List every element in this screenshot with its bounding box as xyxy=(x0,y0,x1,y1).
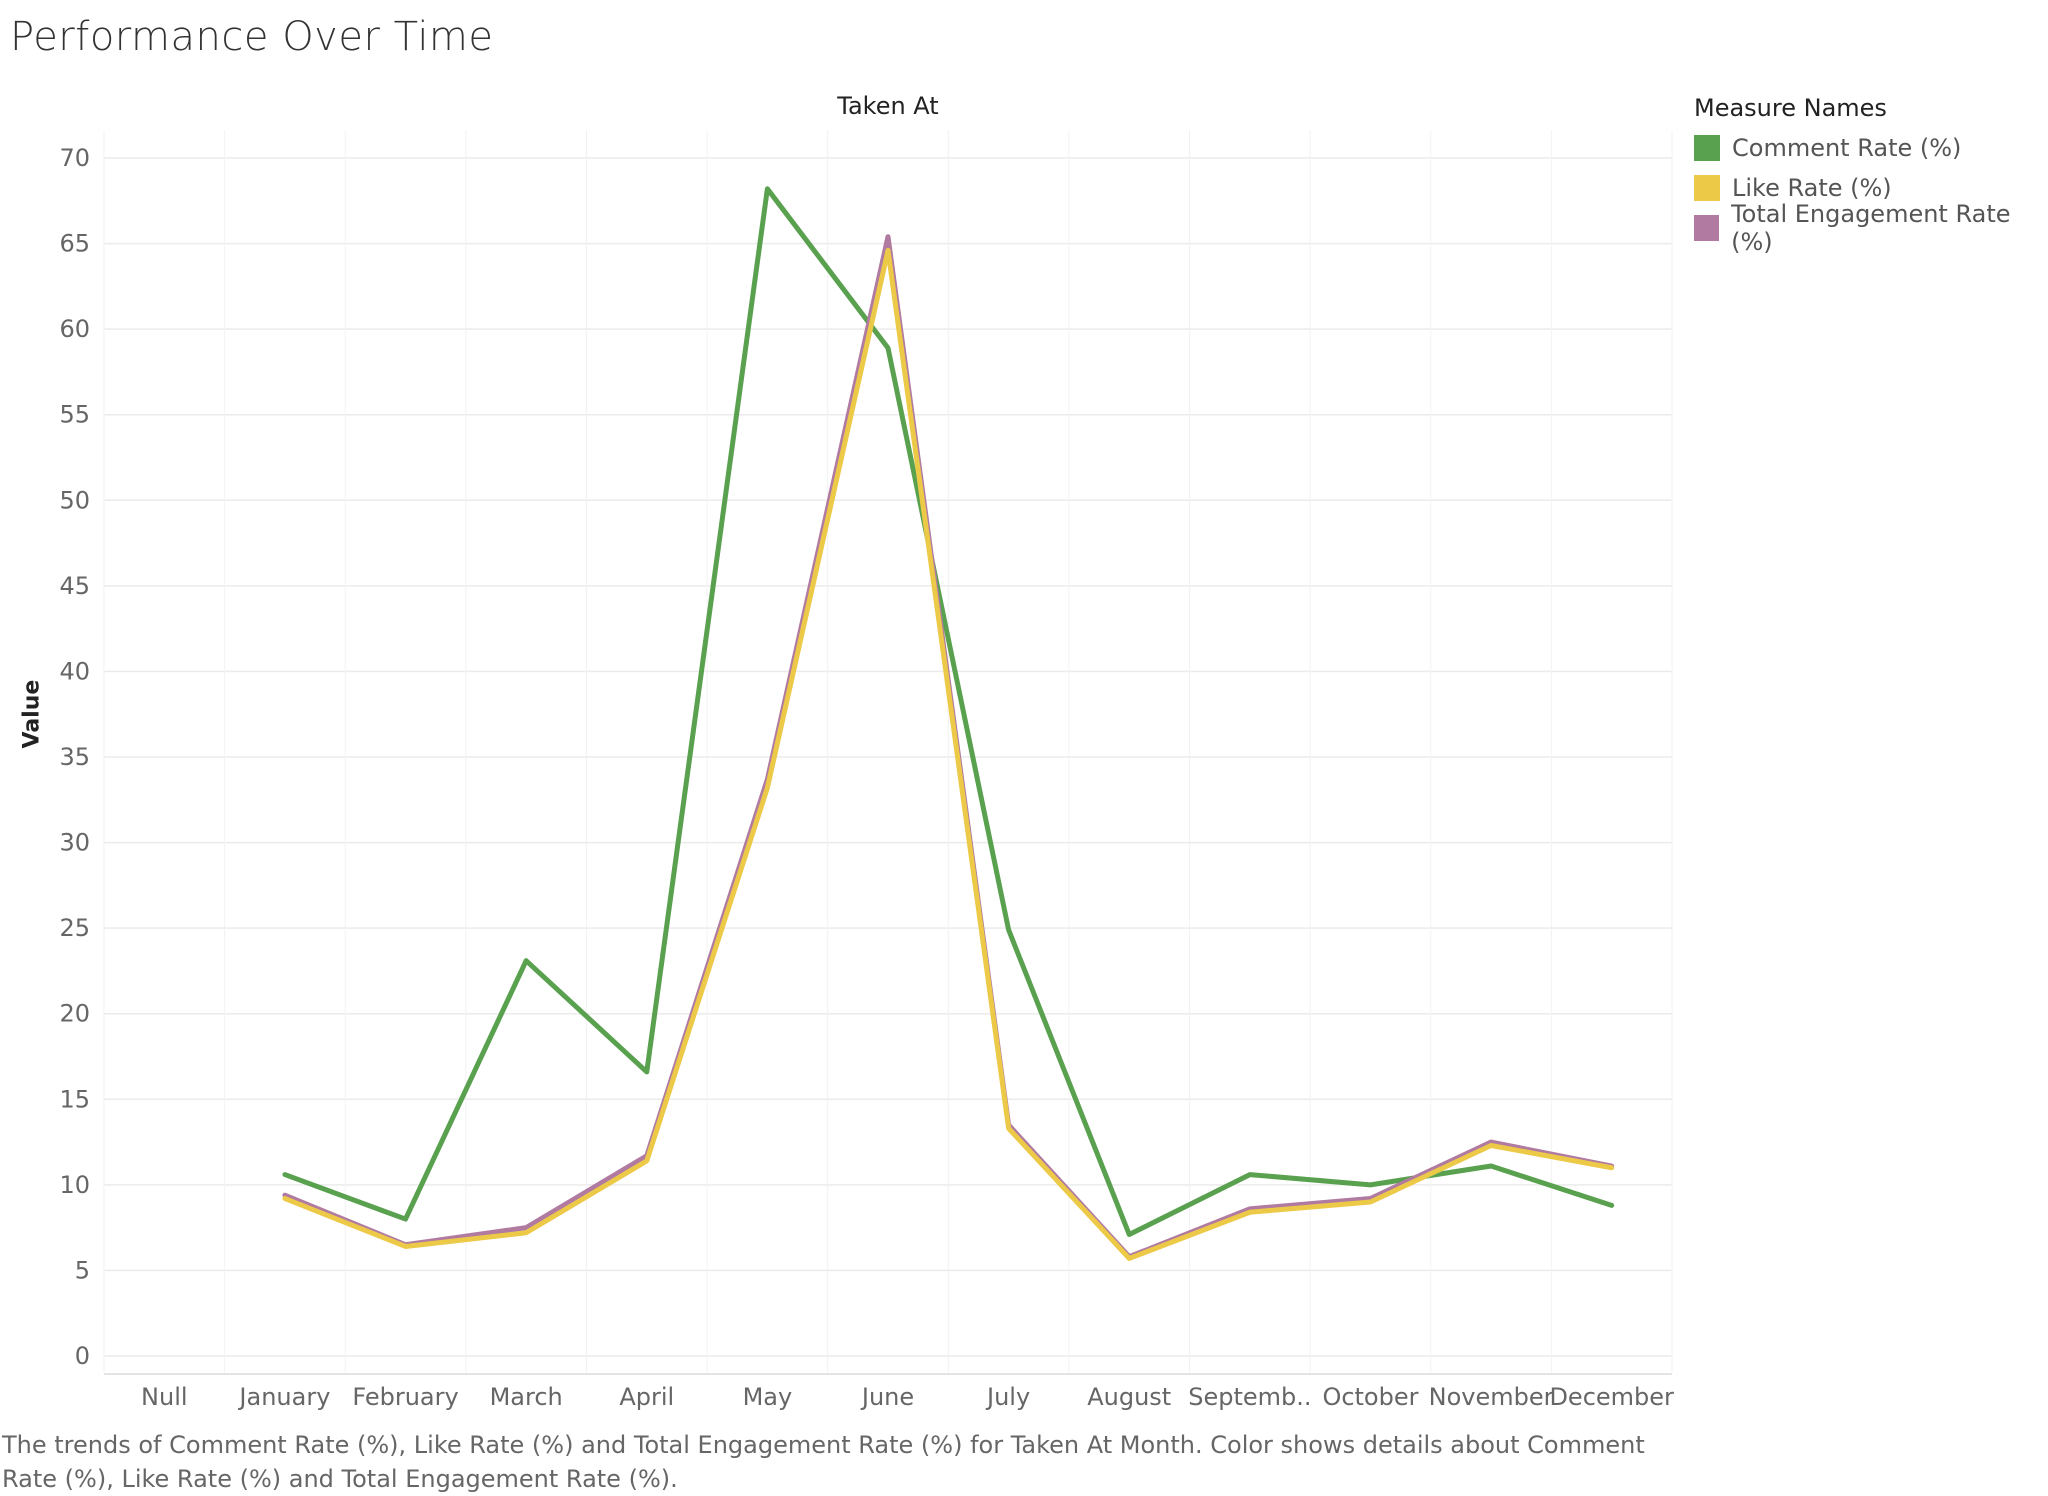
legend-title: Measure Names xyxy=(1694,94,1887,122)
y-tick-label: 20 xyxy=(59,1000,90,1028)
y-tick-label: 40 xyxy=(59,657,90,685)
x-tick-label: October xyxy=(1322,1383,1418,1411)
series-line-like-rate[interactable] xyxy=(282,247,1615,1261)
legend-item-comment-rate[interactable]: Comment Rate (%) xyxy=(1694,128,2048,168)
legend-swatch xyxy=(1694,175,1720,201)
y-tick-label: 50 xyxy=(59,486,90,514)
y-tick-label: 60 xyxy=(59,315,90,343)
x-tick-label: January xyxy=(237,1383,330,1411)
y-tick-label: 15 xyxy=(59,1085,90,1113)
legend-item-total-engagement-rate[interactable]: Total Engagement Rate (%) xyxy=(1694,200,2048,256)
legend: Measure Names Comment Rate (%) Like Rate… xyxy=(1694,94,2048,256)
legend-label: Comment Rate (%) xyxy=(1732,134,1962,162)
x-tick-label: December xyxy=(1549,1383,1674,1411)
x-tick-label: Null xyxy=(141,1383,188,1411)
y-tick-label: 65 xyxy=(59,230,90,258)
y-tick-label: 45 xyxy=(59,572,90,600)
x-axis-ticks: Null January February March April May June July… xyxy=(141,1383,1674,1411)
x-tick-label: Septemb.. xyxy=(1188,1383,1311,1411)
x-tick-label: May xyxy=(743,1383,793,1411)
x-tick-label: February xyxy=(352,1383,458,1411)
chart-title: Performance Over Time xyxy=(10,14,494,60)
legend-item-like-rate[interactable]: Like Rate (%) xyxy=(1694,168,2048,208)
x-tick-label: July xyxy=(985,1383,1030,1411)
legend-label: Like Rate (%) xyxy=(1732,174,1892,202)
x-tick-label: August xyxy=(1087,1383,1171,1411)
column-header: Taken At xyxy=(837,92,939,120)
legend-swatch xyxy=(1694,135,1720,161)
y-tick-label: 30 xyxy=(59,829,90,857)
series-lines xyxy=(282,186,1615,1261)
y-tick-label: 55 xyxy=(59,401,90,429)
x-tick-label: June xyxy=(860,1383,914,1411)
y-tick-label: 70 xyxy=(59,144,90,172)
y-tick-label: 35 xyxy=(59,743,90,771)
y-tick-label: 10 xyxy=(59,1171,90,1199)
gridlines xyxy=(103,130,1673,1375)
y-tick-label: 0 xyxy=(75,1342,90,1370)
legend-label: Total Engagement Rate (%) xyxy=(1731,200,2011,256)
line-chart: 0 5 10 15 20 25 30 35 40 45 50 55 60 65 70 Null January… xyxy=(59,130,1674,1411)
series-line-comment-rate[interactable] xyxy=(282,186,1615,1237)
chart-caption: The trends of Comment Rate (%), Like Rat… xyxy=(2,1431,1645,1493)
y-axis-ticks: 0 5 10 15 20 25 30 35 40 45 50 55 60 65 70 xyxy=(59,144,90,1370)
x-tick-label: November xyxy=(1429,1383,1554,1411)
legend-swatch xyxy=(1694,215,1720,241)
y-tick-label: 25 xyxy=(59,914,90,942)
y-tick-label: 5 xyxy=(75,1256,90,1284)
x-tick-label: March xyxy=(490,1383,563,1411)
x-tick-label: April xyxy=(619,1383,674,1411)
